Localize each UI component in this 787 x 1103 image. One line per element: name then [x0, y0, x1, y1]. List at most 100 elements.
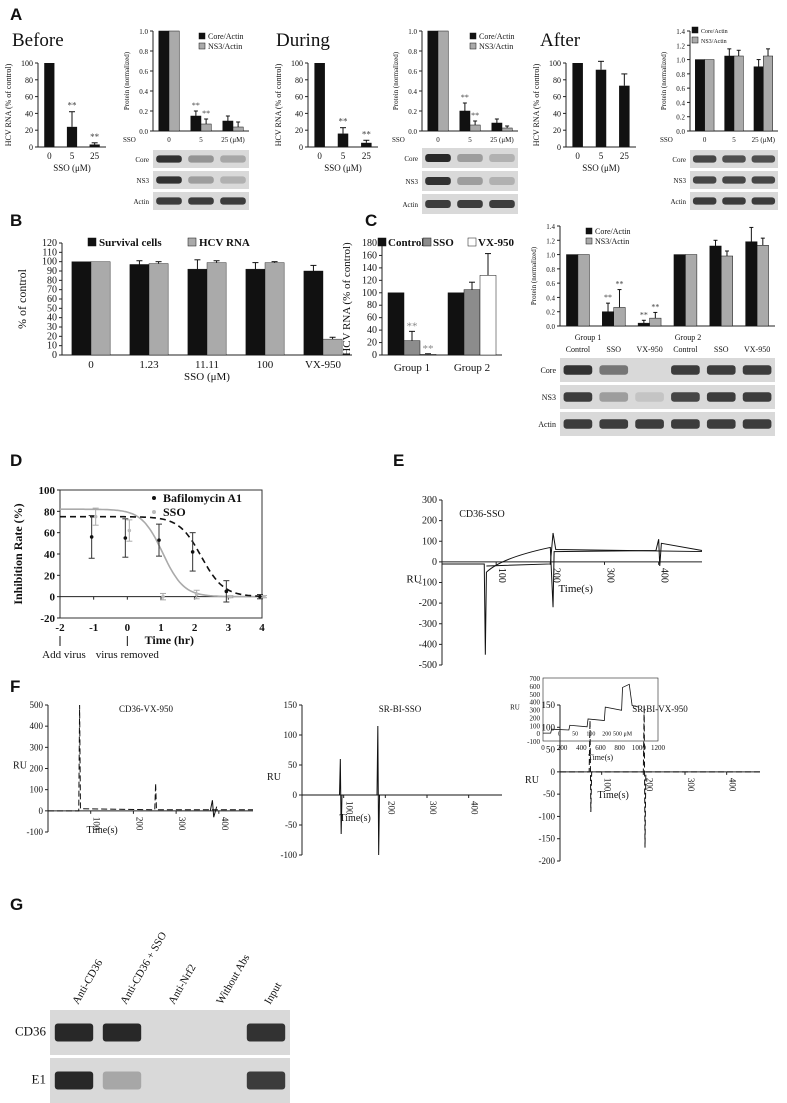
x-tick-label: 0: [703, 136, 707, 144]
legend-swatch: [585, 227, 593, 235]
blot-band: [563, 419, 593, 429]
y-tick-label: 50: [288, 760, 298, 770]
significance-mark: **: [423, 343, 434, 355]
y-tick-label: 0.8: [408, 48, 417, 56]
y-tick-label: 0: [372, 350, 377, 361]
blot-row-label: NS3: [674, 177, 687, 185]
legend-label: Control: [388, 237, 424, 249]
inset-y-tick-label: 700: [530, 675, 541, 683]
x-tick-label: 5: [70, 151, 75, 161]
blot-band: [563, 365, 593, 375]
x-axis-label: Time(s): [86, 825, 117, 836]
legend-label: Core/Actin: [208, 32, 244, 41]
y-tick-label: 20: [295, 126, 303, 135]
blot-band: [692, 176, 717, 184]
legend-swatch: [467, 237, 477, 247]
blot-strip: [422, 171, 518, 191]
blot-row-label: Core: [135, 156, 149, 164]
panel-label-D: D: [10, 451, 22, 470]
blot-band: [742, 419, 772, 429]
y-tick-label: 80: [44, 506, 56, 518]
legend-swatch: [585, 237, 593, 245]
x-tick-label: 400: [470, 801, 480, 815]
y-tick-label: 40: [25, 109, 33, 118]
blot-band: [635, 392, 664, 402]
inset-y-tick-label: -100: [527, 738, 540, 746]
data-point: [93, 514, 98, 519]
bar: [566, 254, 579, 327]
blot-band: [706, 419, 736, 429]
panel-label-C: C: [365, 211, 377, 230]
bar: [479, 275, 497, 356]
blot-band: [706, 392, 736, 402]
y-tick-label: 100: [362, 288, 377, 299]
x-tick-label: 25 (μM): [221, 136, 245, 144]
inset-y-tick-label: 200: [530, 714, 541, 722]
y-tick-label: 100: [422, 536, 437, 547]
legend-label: Core/Actin: [479, 32, 515, 41]
y-axis-label: HCV RNA (% of control): [532, 63, 541, 146]
significance-mark: **: [362, 129, 372, 139]
y-tick-label: 200: [422, 516, 437, 527]
blot-band: [457, 177, 483, 185]
significance-mark: **: [202, 109, 210, 118]
sensorgram-trace: [486, 532, 703, 567]
legend-swatch: [187, 237, 197, 247]
data-point: [194, 592, 199, 597]
y-tick-label: -500: [419, 660, 437, 671]
lane-label: SSO: [606, 345, 621, 354]
annotation-label: virus removed: [96, 649, 160, 661]
x-tick-label: 100: [496, 568, 507, 583]
y-axis-label: Protein (normalized): [660, 51, 668, 110]
bar: [90, 261, 111, 356]
bar: [66, 126, 78, 147]
inset-y-tick-label: 600: [530, 683, 541, 691]
lane-label: VX-950: [636, 345, 662, 354]
fit-curve-sso: [60, 508, 262, 598]
subpanel-title: CD36-VX-950: [119, 704, 173, 714]
y-axis-label: RU: [13, 761, 28, 772]
legend-swatch: [469, 32, 477, 40]
data-point: [123, 536, 128, 540]
fit-curve-bafilomycin: [60, 515, 263, 598]
y-tick-label: 120: [42, 238, 57, 249]
bar: [447, 292, 465, 356]
blot-band: [563, 392, 593, 402]
y-tick-label: 1.2: [546, 237, 555, 245]
legend-label: NS3/Actin: [208, 42, 242, 51]
x-tick-label: 5: [599, 151, 604, 161]
y-tick-label: -100: [419, 578, 437, 589]
legend-label: Bafilomycin A1: [163, 491, 242, 505]
significance-mark: **: [68, 101, 78, 111]
panel-label-B: B: [10, 211, 22, 230]
legend-swatch: [377, 237, 387, 247]
significance-mark: **: [339, 117, 349, 127]
y-axis-label: HCV RNA (% of control): [4, 63, 13, 146]
y-tick-label: 40: [47, 313, 57, 324]
y-tick-label: 0: [557, 143, 561, 152]
significance-mark: **: [90, 132, 100, 142]
x-tick-label: 200: [386, 801, 396, 815]
bar: [602, 311, 614, 327]
y-tick-label: 80: [367, 300, 377, 311]
lane-label: VX-950: [744, 345, 770, 354]
bar: [387, 292, 405, 356]
significance-mark: **: [615, 280, 623, 289]
y-tick-label: 40: [44, 549, 56, 561]
bar: [469, 124, 481, 132]
y-tick-label: 10: [47, 341, 57, 352]
x-tick-label: Group 2: [454, 362, 490, 374]
bar: [89, 144, 100, 147]
blot-band: [156, 155, 182, 163]
y-tick-label: 150: [284, 700, 298, 710]
x-tick-label: 200: [550, 568, 561, 583]
bar: [459, 110, 471, 132]
inset-x-tick-label: 0: [541, 744, 545, 752]
x-tick-label: 5: [732, 136, 736, 144]
y-tick-label: 60: [44, 528, 56, 540]
subpanel-title: SR-BI-VX-950: [632, 704, 688, 714]
legend-swatch: [469, 42, 477, 50]
blot-band: [188, 155, 214, 163]
x-tick-label: 0: [317, 151, 322, 161]
y-tick-label: 100: [549, 59, 561, 68]
